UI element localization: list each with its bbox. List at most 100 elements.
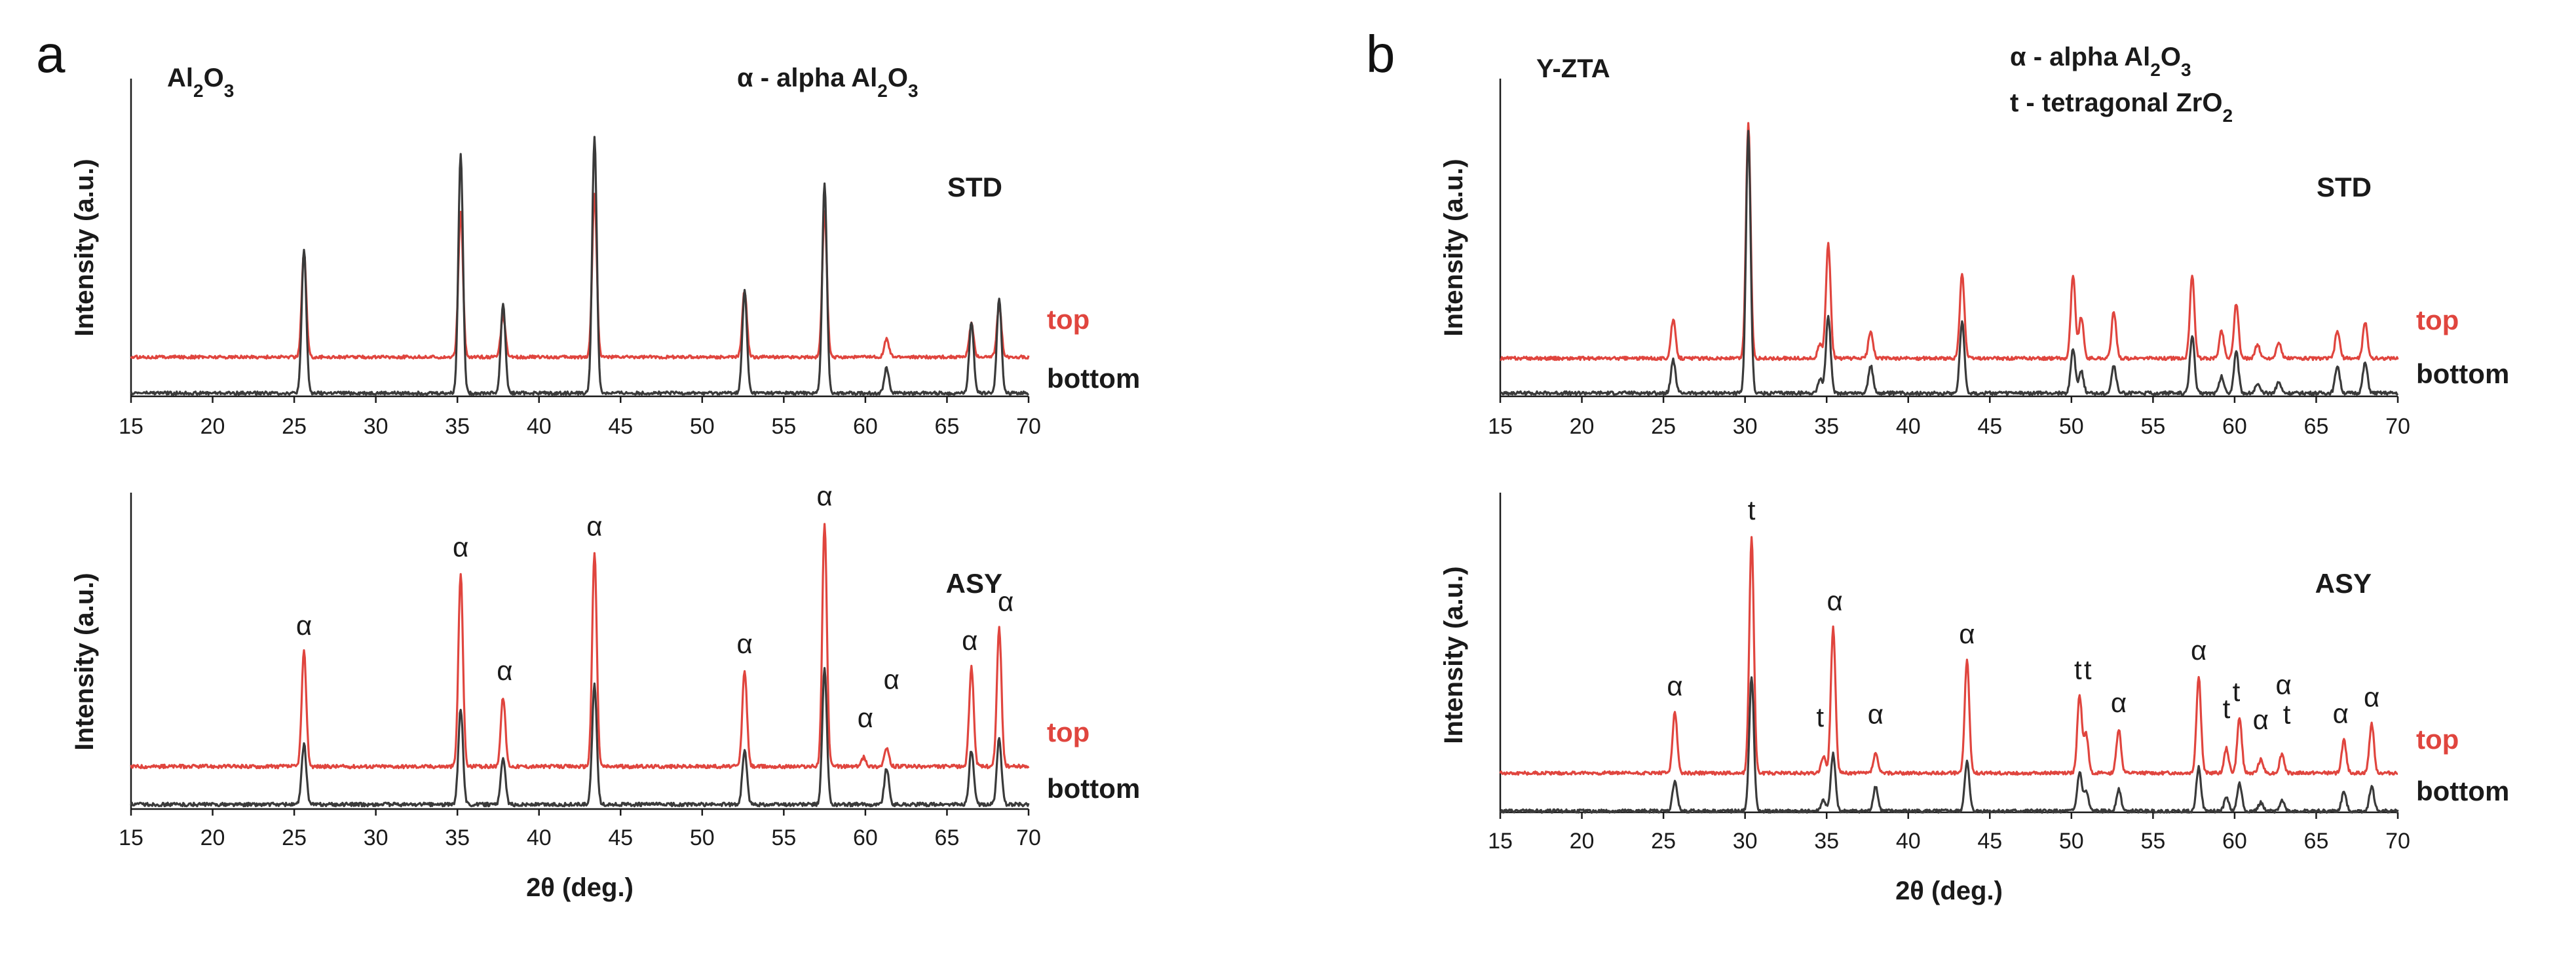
x-tick-label: 65 — [2304, 414, 2329, 439]
x-axis-label: 2θ (deg.) — [526, 873, 634, 902]
series-label-top: top — [2416, 305, 2459, 335]
trace-top — [1499, 536, 2398, 776]
panel-tag: ASY — [2315, 568, 2372, 599]
x-tick-label: 60 — [853, 414, 878, 439]
series-label-top: top — [1047, 304, 1089, 335]
x-tick-label: 35 — [445, 414, 470, 439]
x-tick-label: 45 — [1977, 414, 2002, 439]
x-tick-label: 55 — [771, 414, 796, 439]
panel-a-asy: Intensity (a.u.) 15 20 25 30 35 40 45 50 55 60 65 70… — [70, 480, 1140, 902]
panel-letter-a: a — [36, 25, 66, 83]
legend-alpha: α - alpha Al2O3 — [2010, 43, 2191, 80]
peak-label: α — [2275, 670, 2291, 700]
panel-letter-b: b — [1366, 25, 1395, 83]
series-label-bottom: bottom — [2416, 358, 2509, 389]
x-tick-label: 55 — [2140, 829, 2165, 854]
x-tick-label: 55 — [2140, 414, 2165, 439]
x-tick-label: 25 — [1651, 414, 1676, 439]
trace-bottom — [130, 136, 1030, 396]
x-tick-label: 25 — [282, 825, 307, 850]
panel-b-std: b Y-ZTA α - alpha Al2O3 t - tetragonal ZrO2… — [1366, 25, 2509, 439]
series-label-bottom: bottom — [1047, 363, 1140, 394]
x-tick-label: 30 — [364, 825, 388, 850]
y-axis-label: Intensity (a.u.) — [70, 573, 99, 750]
x-tick-label: 15 — [119, 414, 143, 439]
peak-label: t — [2223, 693, 2231, 724]
x-tick-label: 30 — [1733, 414, 1758, 439]
peak-label: t — [2283, 699, 2291, 730]
x-tick-label: 55 — [771, 825, 796, 850]
x-tick-label: 60 — [2222, 829, 2247, 854]
x-tick-label: 65 — [935, 414, 960, 439]
x-tick-label: 45 — [608, 825, 633, 850]
x-tick-label: 45 — [1977, 829, 2002, 854]
y-axis-label: Intensity (a.u.) — [1439, 566, 1468, 744]
x-tick-label: 70 — [2385, 414, 2410, 439]
x-tick-label: 15 — [119, 825, 143, 850]
x-tick-label: 25 — [282, 414, 307, 439]
x-tick-label: 40 — [527, 825, 552, 850]
y-axis-label: Intensity (a.u.) — [1439, 159, 1468, 336]
sample-title: Y-ZTA — [1536, 54, 1610, 83]
series-label-top: top — [2416, 724, 2459, 755]
peak-label: α — [1959, 618, 1975, 649]
x-tick-label: 20 — [1570, 829, 1595, 854]
legend-alpha: α - alpha Al2O3 — [737, 64, 919, 101]
x-tick-label: 45 — [608, 414, 633, 439]
x-tick-label: 40 — [1896, 414, 1921, 439]
x-tick-label: 60 — [853, 825, 878, 850]
trace-top — [130, 523, 1030, 770]
peak-label: α — [1868, 699, 1884, 730]
x-tick-label: 70 — [1016, 825, 1041, 850]
x-tick-label: 40 — [527, 414, 552, 439]
trace-top — [1500, 122, 2399, 362]
x-tick-label: 30 — [1733, 829, 1758, 854]
peak-label: α — [2191, 635, 2207, 666]
x-tick-label: 20 — [200, 825, 225, 850]
trace-bottom — [130, 667, 1030, 808]
x-tick-label: 65 — [935, 825, 960, 850]
x-tick-label: 40 — [1896, 829, 1921, 854]
y-axis-label: Intensity (a.u.) — [70, 159, 99, 336]
x-tick-label: 20 — [1570, 414, 1595, 439]
x-tick-label: 50 — [2059, 829, 2084, 854]
peak-label: α — [736, 628, 752, 659]
peak-label: t — [1748, 495, 1756, 525]
x-tick-label: 70 — [2385, 829, 2410, 854]
peak-label: α — [962, 625, 977, 656]
panel-a-std: a Al2O3 α - alpha Al2O3 Intensity (a.u.) 15 2… — [36, 25, 1140, 439]
peak-label: α — [586, 510, 602, 541]
panel-tag: STD — [2317, 172, 2372, 202]
peak-label: α — [296, 610, 312, 641]
peak-label: α — [998, 586, 1013, 616]
series-label-bottom: bottom — [1047, 773, 1140, 804]
peak-label: α — [2364, 681, 2379, 712]
trace-bottom — [1500, 130, 2399, 396]
x-tick-label: 50 — [690, 825, 715, 850]
peak-label: α — [2253, 704, 2269, 735]
peak-label: t — [2233, 676, 2241, 707]
x-tick-label: 15 — [1488, 414, 1513, 439]
x-tick-label: 35 — [1814, 829, 1839, 854]
x-tick-label: 65 — [2304, 829, 2329, 854]
peak-label: α — [453, 532, 468, 563]
peak-label: α — [816, 480, 832, 511]
x-tick-label: 50 — [2059, 414, 2084, 439]
peak-label: t — [2084, 654, 2092, 685]
series-label-top: top — [1047, 717, 1089, 747]
peak-label: t — [1816, 702, 1824, 732]
legend-tetragonal: t - tetragonal ZrO2 — [2010, 88, 2233, 126]
sample-title: Al2O3 — [167, 64, 234, 101]
peak-label: α — [2111, 687, 2127, 718]
trace-top — [130, 193, 1030, 360]
series-label-bottom: bottom — [2416, 776, 2509, 806]
x-tick-label: 50 — [690, 414, 715, 439]
x-tick-label: 20 — [200, 414, 225, 439]
peak-label: α — [497, 655, 512, 686]
panel-b-asy: Intensity (a.u.) 15 20 25 30 35 40 45 50 55 60 65 70… — [1439, 493, 2509, 905]
x-tick-label: 70 — [1016, 414, 1041, 439]
trace-bottom — [1499, 676, 2399, 814]
x-tick-label: 35 — [1814, 414, 1839, 439]
x-tick-label: 30 — [364, 414, 388, 439]
